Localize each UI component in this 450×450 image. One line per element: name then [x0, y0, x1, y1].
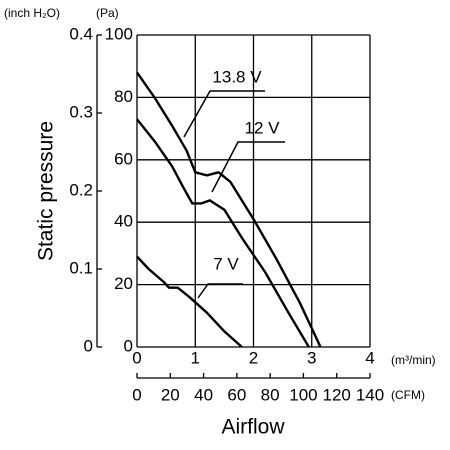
x2-tick-label: 0: [132, 385, 141, 404]
x2-tick-label: 80: [261, 385, 280, 404]
y2-tick-label: 0.3: [69, 102, 93, 121]
x-tick-label: 2: [249, 348, 258, 367]
y2-tick-label: 0.1: [69, 258, 93, 277]
y-tick-label: 40: [114, 212, 133, 231]
x-tick-label: 0: [132, 348, 141, 367]
leader-line: [183, 90, 265, 138]
curve: [136, 255, 243, 348]
series-label: 7 V: [213, 254, 239, 273]
leader-line: [211, 141, 285, 193]
x-tick-label: 4: [365, 348, 374, 367]
series-label: 13.8 V: [212, 67, 262, 86]
y2-tick-label: 0: [84, 336, 93, 355]
x2-unit: (CFM): [391, 388, 425, 402]
x2-tick-label: 20: [161, 385, 180, 404]
y-tick-label: 80: [114, 87, 133, 106]
x2-tick-label: 40: [194, 385, 213, 404]
y-tick-label: 20: [114, 274, 133, 293]
y-axis-title: Static pressure: [35, 121, 58, 261]
x2-tick-label: 120: [323, 385, 351, 404]
leader-line: [197, 283, 243, 299]
x2-tick-label: 140: [356, 385, 384, 404]
curve: [136, 118, 310, 348]
x2-tick-label: 100: [289, 385, 317, 404]
curve: [136, 71, 322, 348]
y-tick-label: 0: [124, 336, 133, 355]
x-tick-label: 1: [191, 348, 200, 367]
x-tick-label: 3: [307, 348, 316, 367]
y2-tick-label: 0.2: [69, 180, 93, 199]
y-tick-label: 100: [105, 24, 133, 43]
series-label: 12 V: [245, 118, 281, 137]
y2-tick-label: 0.4: [69, 24, 93, 43]
x2-tick-label: 60: [227, 385, 246, 404]
x-unit: (m³/min): [391, 353, 436, 367]
y2-unit: (inch H₂O): [4, 6, 60, 20]
y-unit: (Pa): [96, 6, 119, 20]
x-axis-title: Airflow: [221, 416, 285, 439]
y-tick-label: 60: [114, 149, 133, 168]
